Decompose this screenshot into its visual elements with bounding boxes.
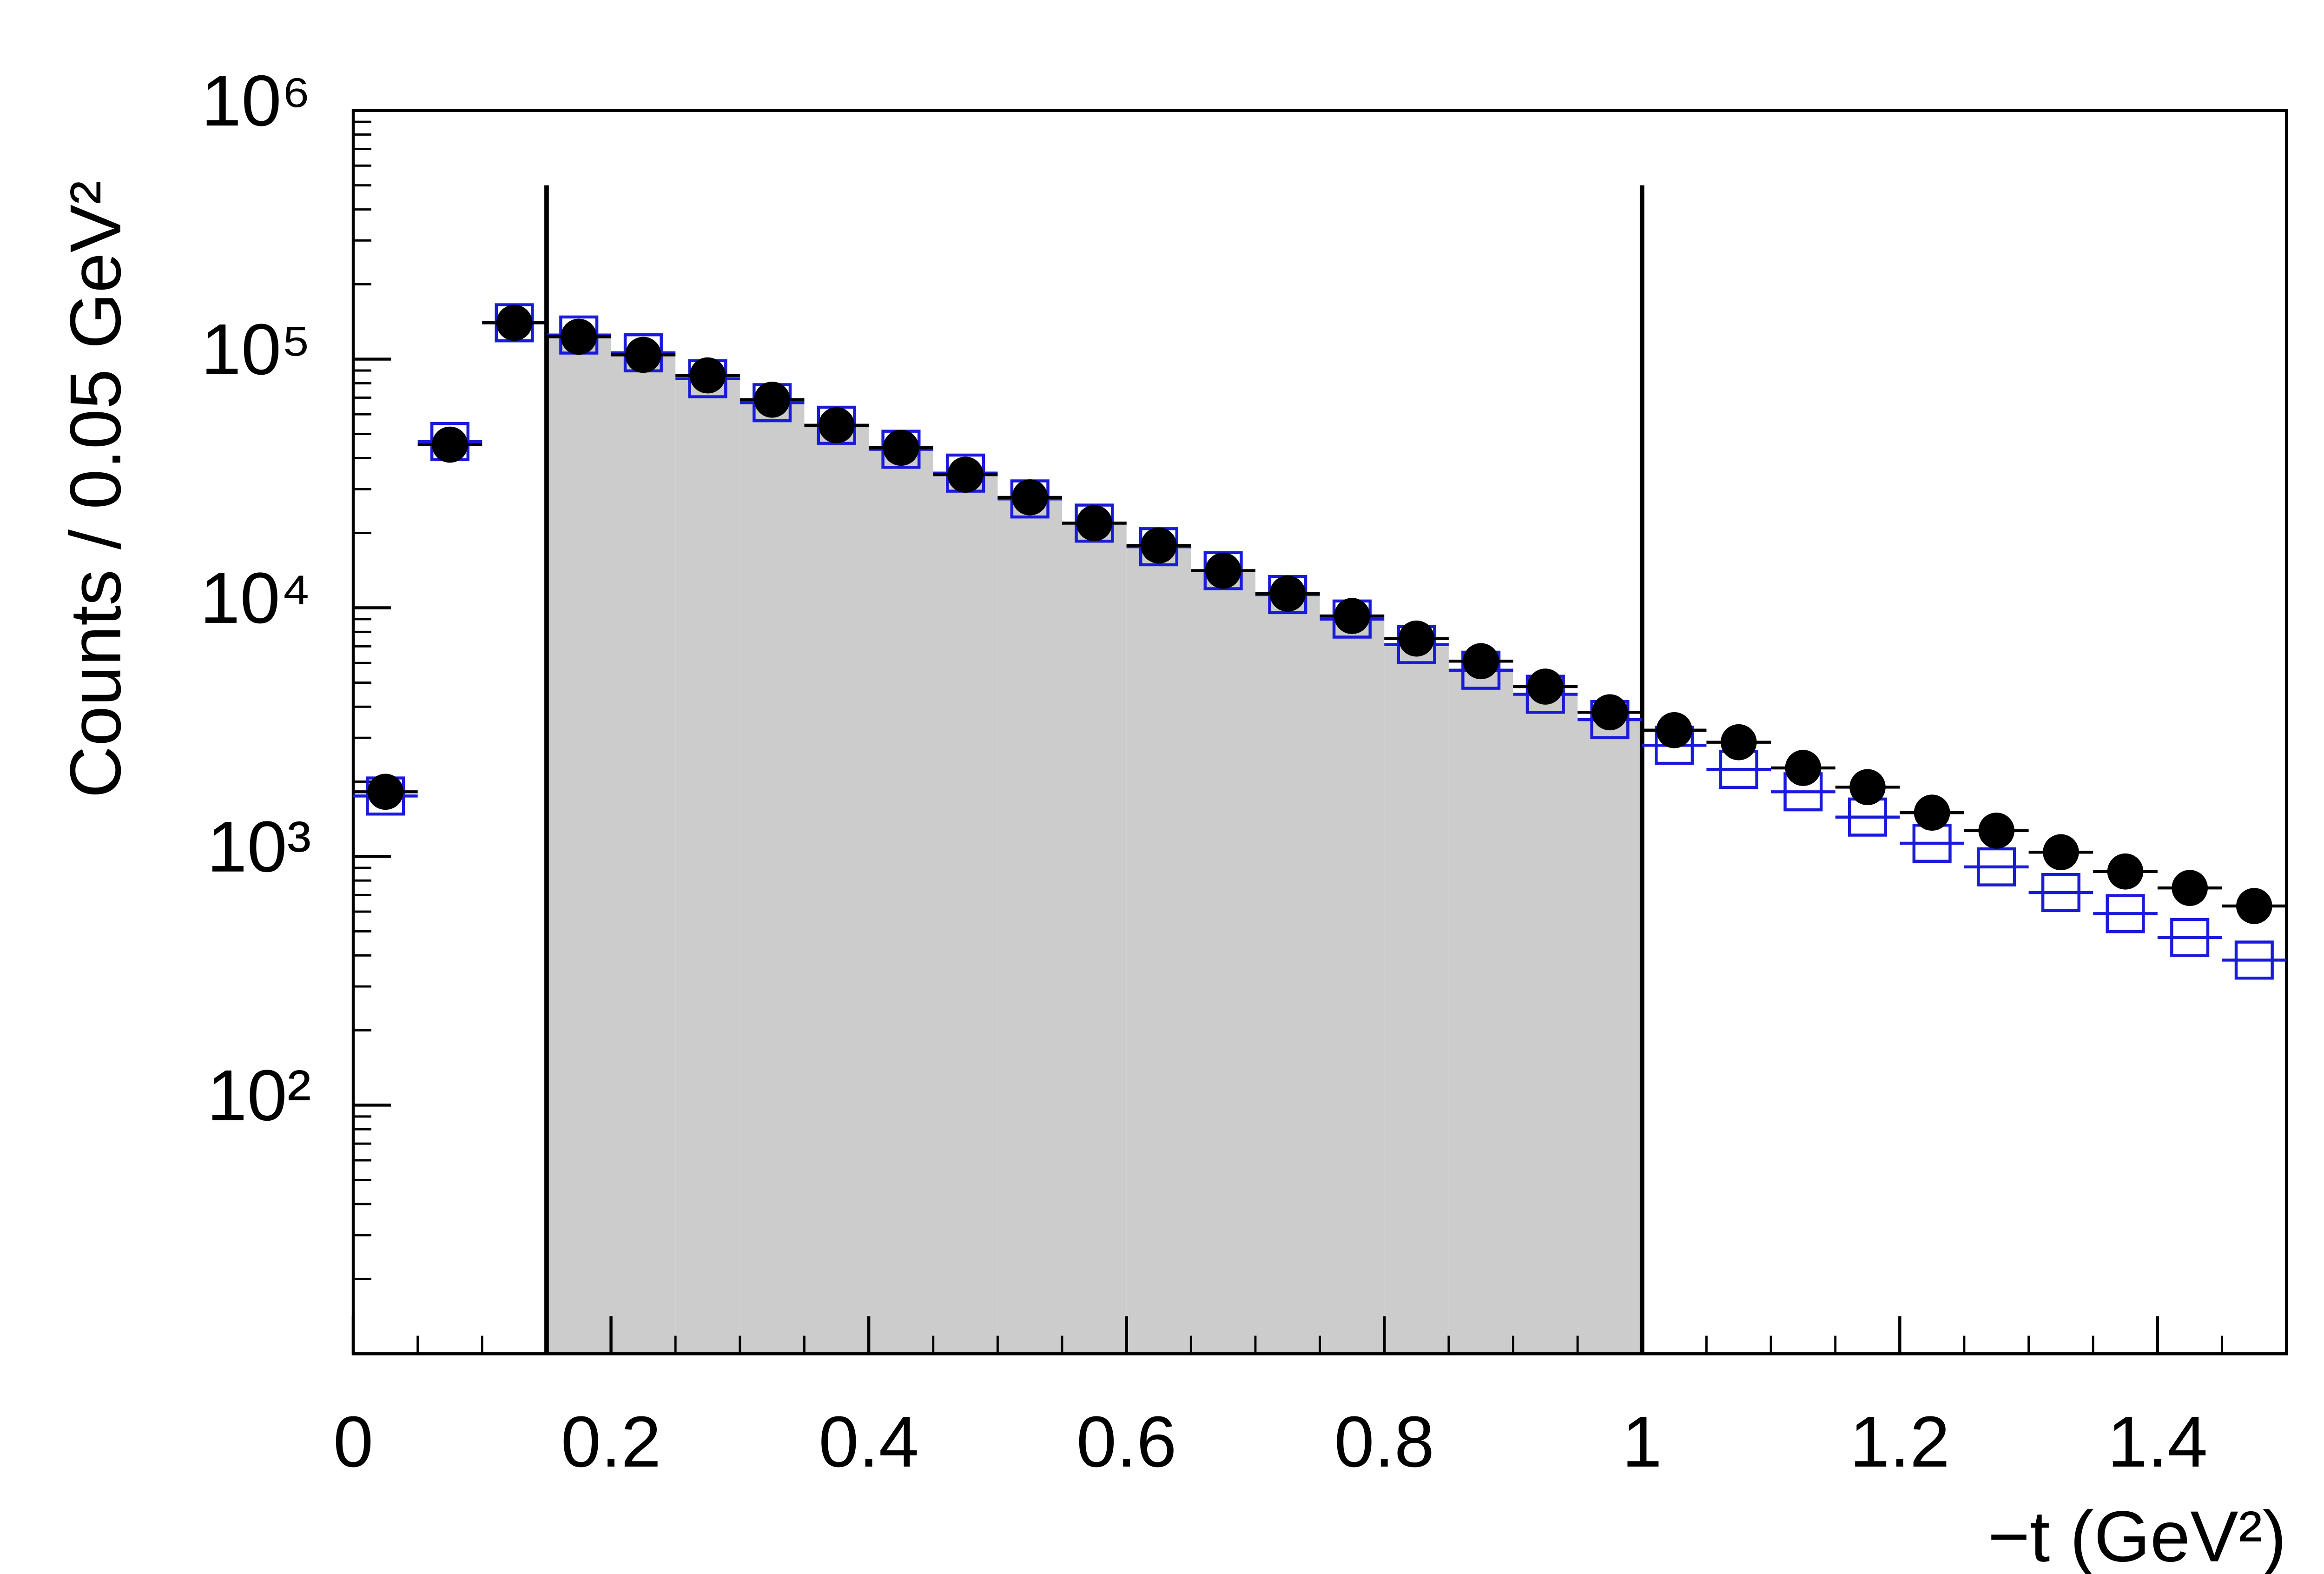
selected-region: [1384, 644, 1449, 1354]
x-tick-label: 0.6: [1076, 1401, 1177, 1482]
marker: [432, 426, 468, 463]
marker: [1205, 552, 1241, 589]
marker: [1785, 750, 1822, 786]
marker: [2106, 894, 2145, 933]
selected-region: [546, 335, 611, 1354]
x-tick-label: 1.2: [1849, 1401, 1950, 1482]
marker: [1398, 620, 1435, 657]
marker: [561, 318, 597, 355]
marker: [2170, 918, 2210, 957]
selected-region: [1255, 595, 1320, 1354]
marker: [754, 381, 790, 418]
selected-region: [1320, 619, 1385, 1354]
x-axis-label: −t (GeV²): [1988, 1496, 2287, 1574]
marker: [625, 337, 661, 373]
marker: [1463, 643, 1499, 680]
x-tick-label: 1: [1622, 1401, 1662, 1482]
marker: [1076, 505, 1113, 542]
marker: [2234, 940, 2274, 980]
y-tick-label: 10⁴: [200, 557, 311, 638]
marker: [2172, 870, 2208, 906]
selected-region: [611, 353, 676, 1354]
marker: [1977, 847, 2016, 886]
marker: [1011, 479, 1048, 516]
marker: [1334, 598, 1370, 634]
selected-region: [933, 473, 998, 1354]
marker: [2107, 853, 2144, 890]
marker: [2043, 834, 2079, 871]
selected-region: [1448, 670, 1513, 1354]
x-tick-label: 0.8: [1334, 1401, 1434, 1482]
marker: [1849, 769, 1886, 806]
marker: [2236, 888, 2272, 924]
selected-region: [1578, 720, 1642, 1354]
y-tick-label: 10⁶: [201, 60, 311, 141]
y-tick-label: 10²: [207, 1055, 311, 1136]
x-tick-label: 1.4: [2107, 1401, 2208, 1482]
marker: [496, 304, 533, 341]
marker: [883, 430, 919, 466]
marker: [689, 357, 726, 394]
marker: [1527, 668, 1564, 705]
marker: [818, 407, 855, 443]
marker: [1591, 694, 1628, 731]
x-tick-label: 0: [333, 1401, 373, 1482]
marker: [367, 774, 404, 810]
x-tick-label: 0.4: [819, 1401, 919, 1482]
marker: [1141, 527, 1177, 564]
marker: [1720, 724, 1757, 761]
y-tick-label: 10³: [207, 806, 311, 887]
marker: [1269, 575, 1306, 612]
y-axis-label: Counts / 0.05 GeV²: [55, 180, 136, 798]
y-tick-label: 10⁵: [201, 309, 311, 390]
selected-region: [869, 449, 933, 1354]
selected-region: [997, 499, 1063, 1354]
selected-region: [675, 378, 740, 1354]
selected-region: [1062, 523, 1127, 1354]
marker: [1914, 794, 1950, 831]
marker: [2041, 873, 2080, 913]
selected-region: [1513, 694, 1578, 1354]
selected-region: [739, 403, 805, 1354]
selected-region: [804, 425, 869, 1354]
x-tick-label: 0.2: [561, 1401, 661, 1482]
selected-region: [1126, 547, 1191, 1354]
marker: [1656, 712, 1692, 748]
selected-region: [1191, 570, 1255, 1354]
marker: [1978, 813, 2015, 849]
marker: [947, 456, 984, 493]
